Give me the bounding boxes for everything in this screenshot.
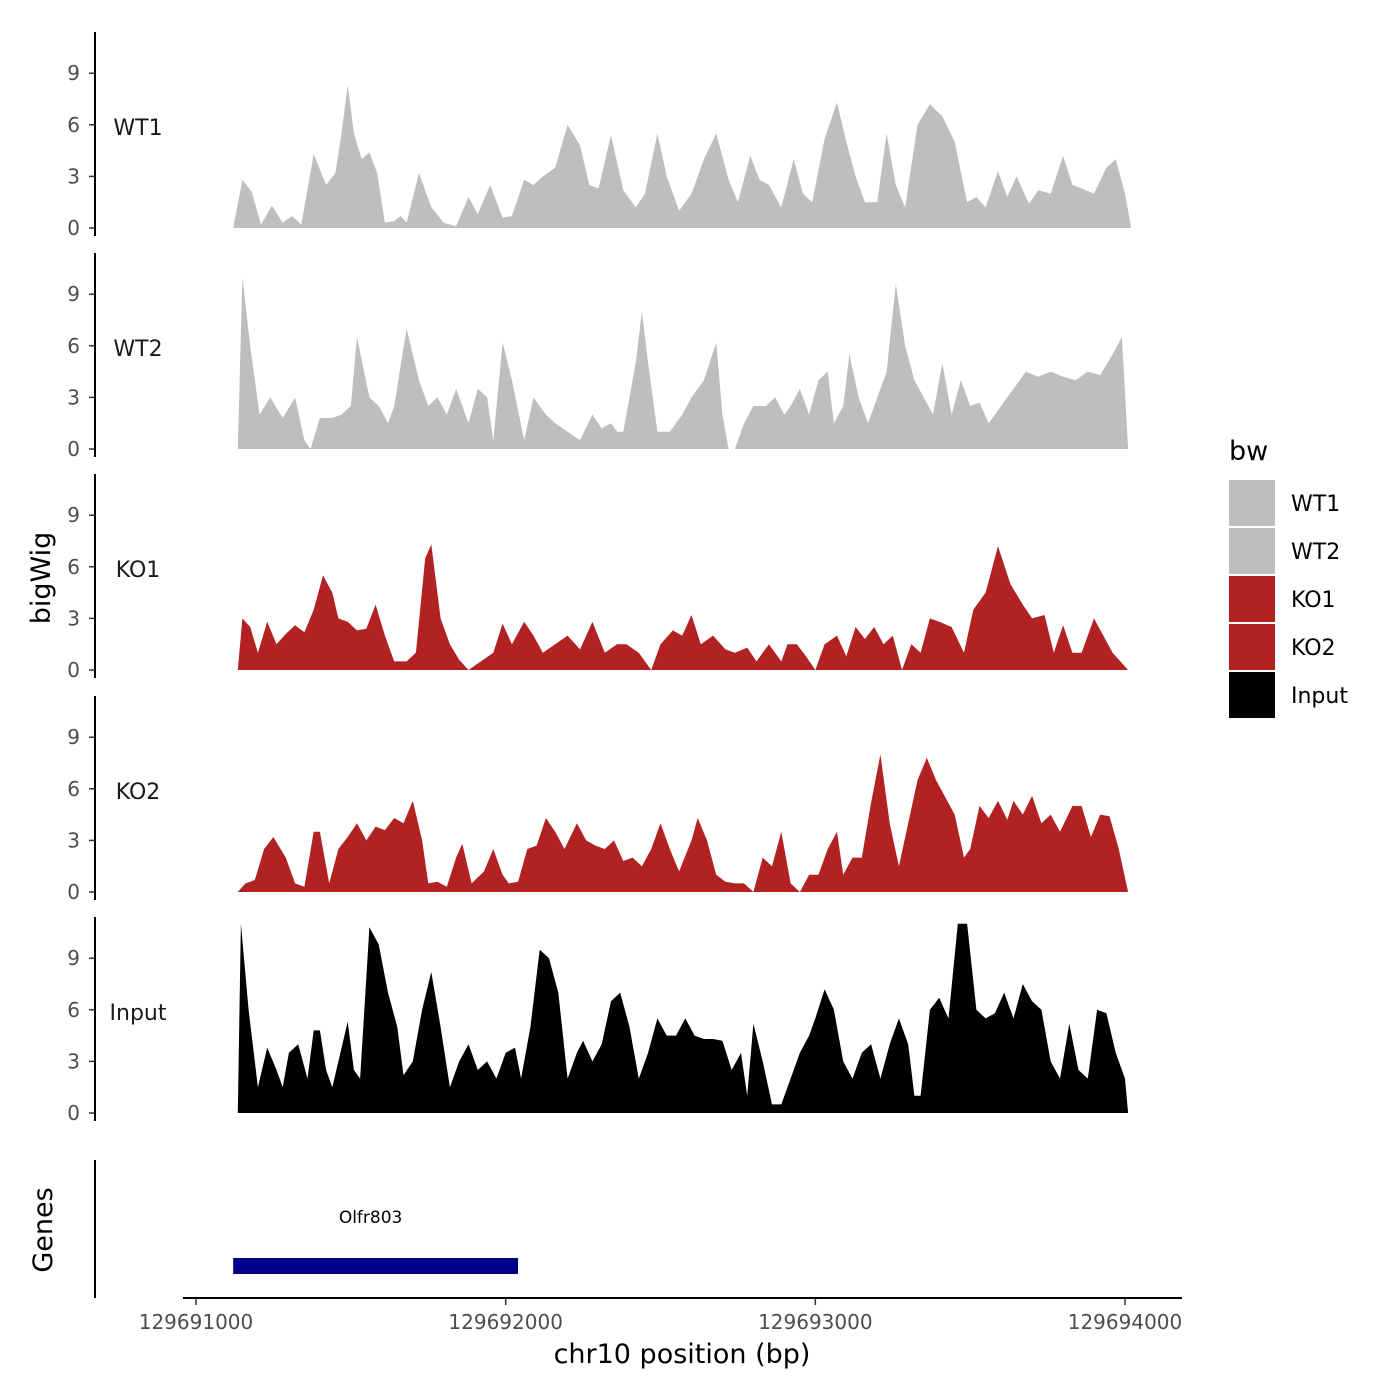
track-label-input: Input (110, 1001, 167, 1026)
y-tick-label: 0 (67, 658, 80, 682)
legend-key-ko2 (1229, 624, 1275, 670)
genes-track: Olfr803 Genes (28, 1160, 519, 1298)
gene-body-olfr803 (233, 1258, 519, 1274)
signal-tracks: 0 3 6 9 WT1 0 3 6 9 WT2 0 3 6 9 KO1 0 3 6 9 KO2 0 3 6 9 Input (67, 32, 1132, 1125)
x-axis: 129691000 129692000 129693000 129694000 chr… (139, 1297, 1183, 1370)
x-tick-label: 129693000 (758, 1310, 873, 1334)
area-input (237, 923, 1129, 1113)
track-label-wt1: WT1 (113, 116, 162, 141)
track-label-ko1: KO1 (116, 558, 161, 583)
y-tick-label: 6 (67, 334, 80, 358)
y-tick-label: 3 (67, 828, 80, 852)
track-wt2: 0 3 6 9 WT2 (67, 253, 1129, 461)
legend-entries: WT1 WT2 KO1 KO2 Input (1229, 480, 1348, 718)
track-ko1: 0 3 6 9 KO1 (67, 474, 1129, 682)
legend-key-input (1229, 672, 1275, 718)
y-tick-label: 3 (67, 164, 80, 188)
legend-label-wt1: WT1 (1291, 492, 1340, 517)
y-tick-label: 9 (67, 946, 80, 970)
area-ko2 (237, 754, 1129, 892)
track-input: 0 3 6 9 Input (67, 917, 1129, 1125)
legend: bw WT1 WT2 KO1 KO2 Input (1229, 436, 1348, 718)
genes-axis-title: Genes (28, 1187, 59, 1272)
x-tick-label: 129692000 (448, 1310, 563, 1334)
gene-features: Olfr803 (233, 1208, 519, 1274)
track-label-ko2: KO2 (116, 780, 161, 805)
y-tick-label: 6 (67, 998, 80, 1022)
legend-key-wt2 (1229, 528, 1275, 574)
legend-title: bw (1229, 436, 1268, 467)
y-tick-label: 9 (67, 61, 80, 85)
x-tick-label: 129694000 (1068, 1310, 1183, 1334)
legend-label-wt2: WT2 (1291, 540, 1340, 565)
x-axis-title: chr10 position (bp) (554, 1339, 811, 1370)
legend-key-ko1 (1229, 576, 1275, 622)
y-tick-label: 6 (67, 555, 80, 579)
y-tick-label: 9 (67, 282, 80, 306)
y-tick-label: 0 (67, 437, 80, 461)
y-tick-label: 0 (67, 880, 80, 904)
legend-label-ko2: KO2 (1291, 636, 1336, 661)
y-tick-label: 0 (67, 1101, 80, 1125)
track-ko2: 0 3 6 9 KO2 (67, 696, 1129, 904)
x-tick-label: 129691000 (139, 1310, 254, 1334)
area-wt2 (237, 277, 1129, 449)
y-tick-label: 3 (67, 1049, 80, 1073)
y-axis-title: bigWig (26, 532, 57, 625)
gene-label-olfr803: Olfr803 (339, 1208, 403, 1228)
track-wt1: 0 3 6 9 WT1 (67, 32, 1132, 240)
y-tick-label: 6 (67, 113, 80, 137)
y-tick-label: 0 (67, 216, 80, 240)
legend-label-ko1: KO1 (1291, 588, 1336, 613)
x-axis-ticks: 129691000 129692000 129693000 129694000 (139, 1298, 1183, 1334)
area-wt1 (233, 85, 1132, 228)
legend-key-wt1 (1229, 480, 1275, 526)
y-tick-label: 3 (67, 606, 80, 630)
y-tick-label: 3 (67, 385, 80, 409)
legend-label-input: Input (1291, 684, 1348, 709)
area-ko1 (237, 544, 1129, 670)
y-tick-label: 9 (67, 725, 80, 749)
track-label-wt2: WT2 (113, 337, 162, 362)
y-tick-label: 6 (67, 777, 80, 801)
y-tick-label: 9 (67, 503, 80, 527)
